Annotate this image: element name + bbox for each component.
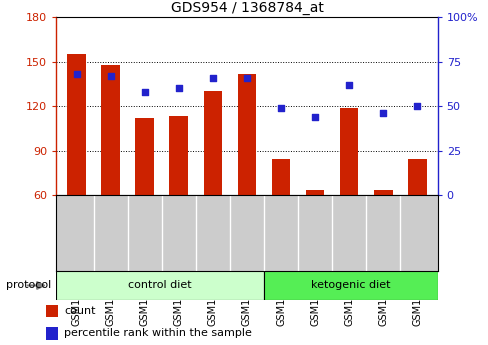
Point [106, 73, 114, 79]
Bar [46, 305, 58, 317]
Bar [264, 271, 437, 300]
Point [345, 82, 352, 88]
Point [277, 105, 285, 111]
Bar [203, 91, 222, 195]
Bar [67, 54, 86, 195]
Bar [407, 159, 426, 195]
Text: ketogenic diet: ketogenic diet [310, 280, 390, 290]
Text: protocol: protocol [6, 280, 51, 290]
Bar [56, 271, 264, 300]
Bar [305, 190, 324, 195]
Bar [101, 65, 120, 195]
Point [175, 86, 183, 91]
Bar [169, 117, 188, 195]
Text: control diet: control diet [128, 280, 192, 290]
Point [141, 89, 148, 95]
Title: GDS954 / 1368784_at: GDS954 / 1368784_at [170, 1, 323, 15]
Text: percentile rank within the sample: percentile rank within the sample [64, 328, 252, 338]
Bar [135, 118, 154, 195]
Text: count: count [64, 306, 96, 316]
Bar [46, 327, 58, 339]
Point [379, 110, 386, 116]
Bar [339, 108, 358, 195]
Point [412, 104, 420, 109]
Point [243, 75, 250, 80]
Point [73, 71, 81, 77]
Bar [271, 159, 290, 195]
Point [208, 75, 216, 80]
Point [310, 114, 318, 119]
Bar [237, 73, 256, 195]
Bar [373, 190, 392, 195]
